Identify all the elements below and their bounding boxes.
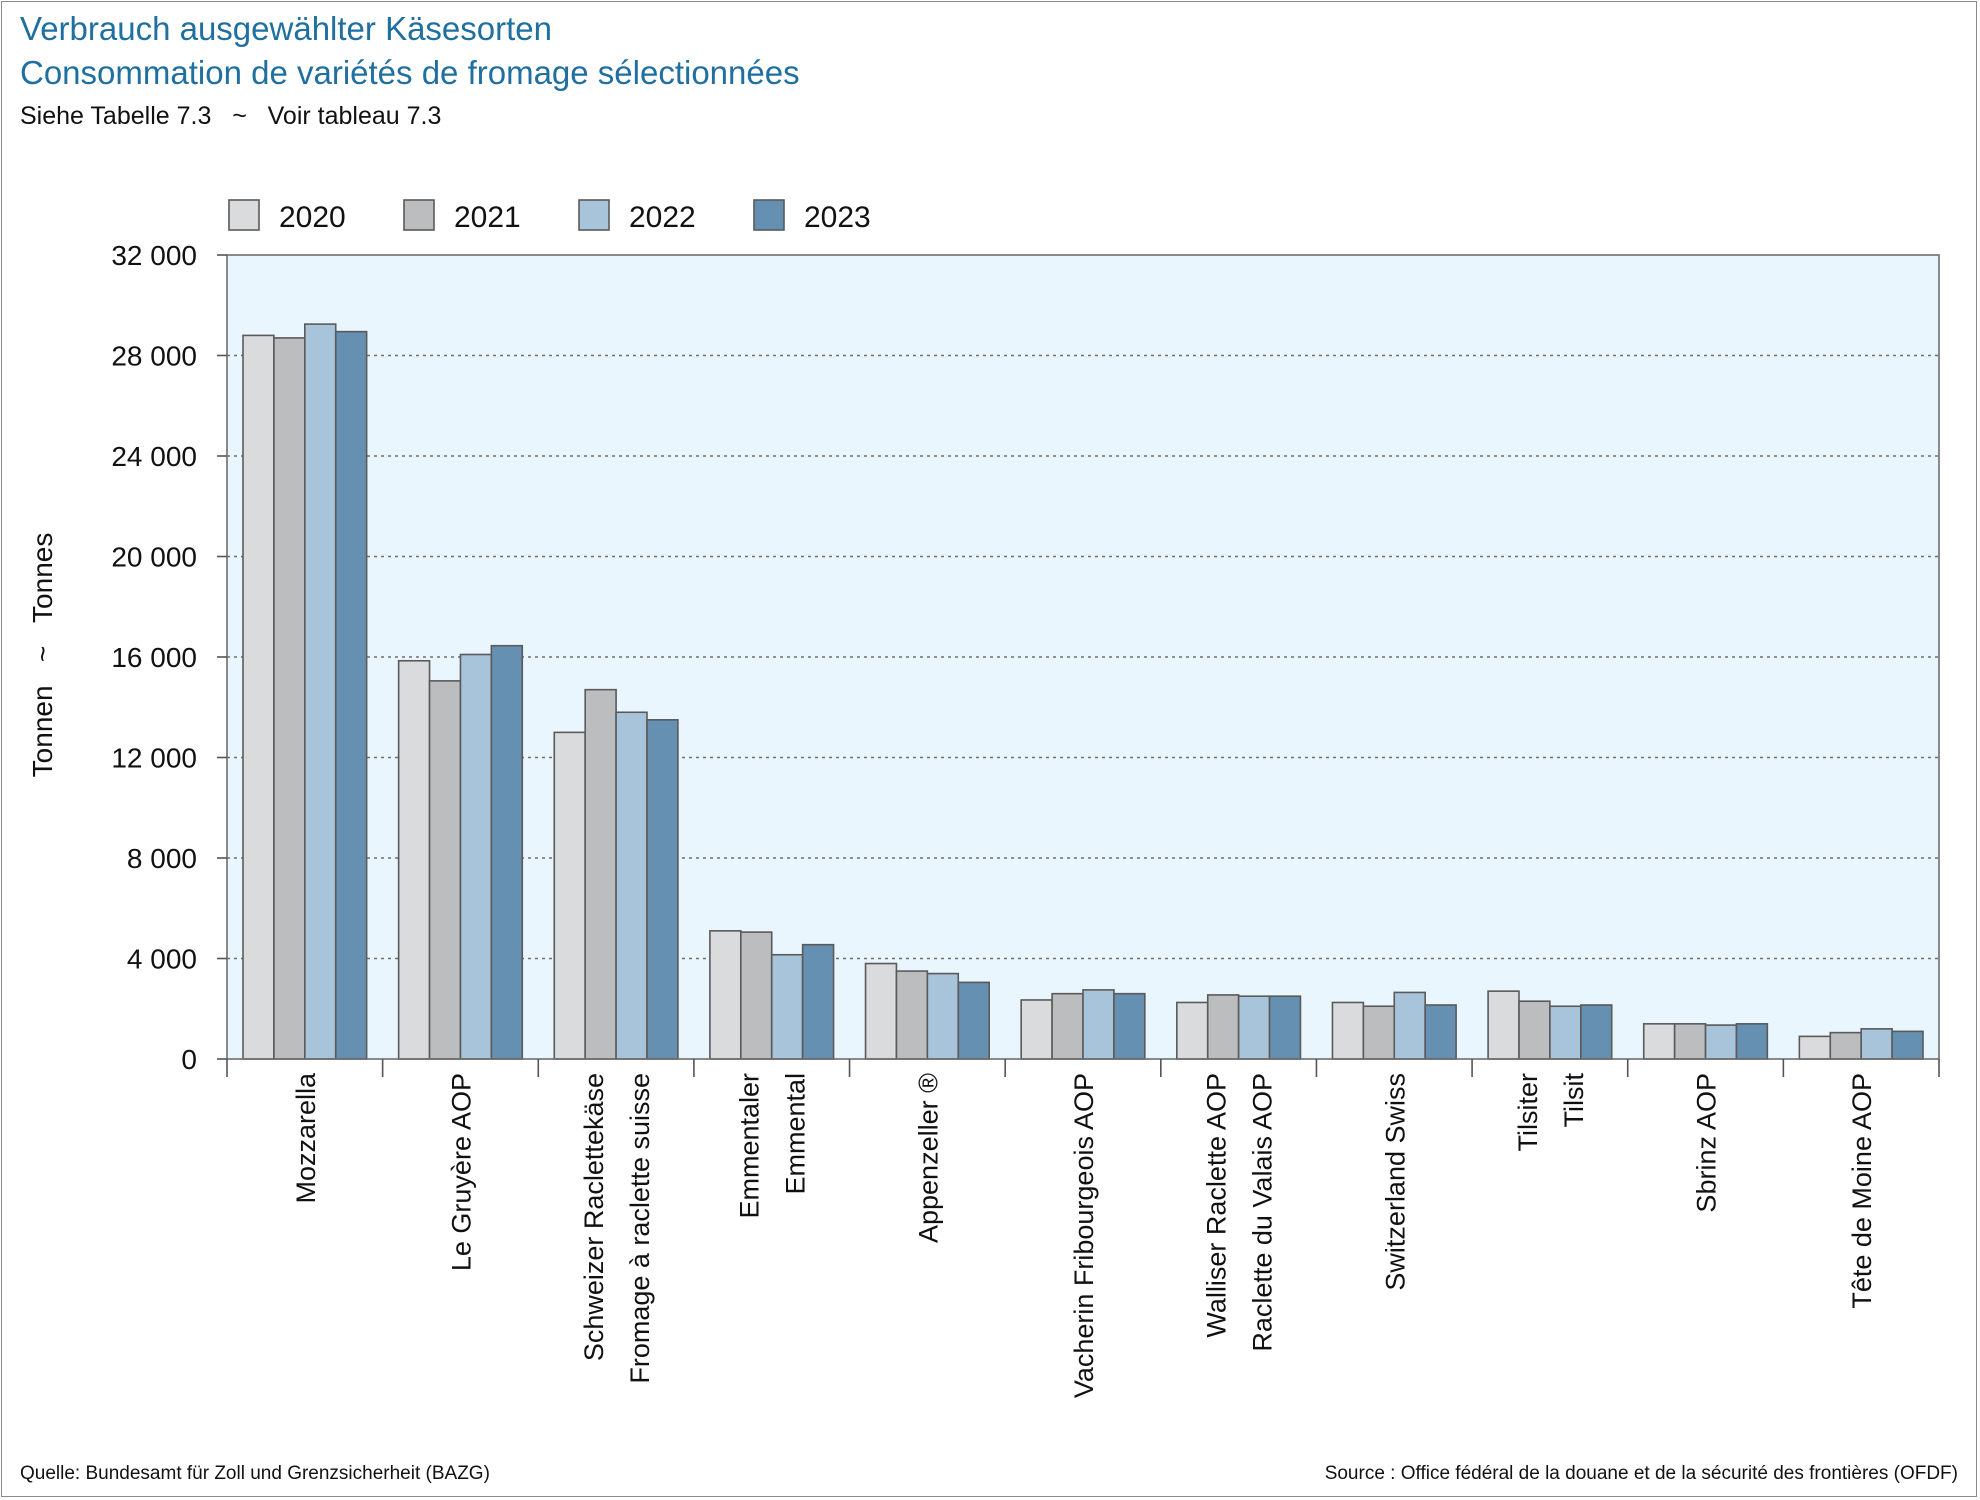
bar-2021 <box>740 931 773 1060</box>
bar-2023 <box>1891 1030 1924 1060</box>
bar-2020 <box>553 731 586 1060</box>
legend-label-2021: 2021 <box>454 201 521 234</box>
bar-2023 <box>490 644 524 1060</box>
bar-2022 <box>1704 1024 1738 1060</box>
y-ticks: 0 4 000 8 000 12 000 16 000 20 000 24 000 28 00… <box>111 240 227 1075</box>
bar-2020 <box>1798 1035 1832 1060</box>
bar-2021 <box>1051 992 1084 1060</box>
legend-label-2020: 2020 <box>279 201 346 234</box>
legend: 2020 2021 2022 2023 <box>228 199 871 234</box>
x-category-label: Le Gruyère AOP <box>446 1073 476 1271</box>
bar-2020 <box>1642 1023 1676 1060</box>
bar-2021 <box>895 970 929 1060</box>
x-category-label: Tilsiter <box>1513 1073 1543 1152</box>
y-tick-label: 32 000 <box>111 240 197 271</box>
bar-2023 <box>1113 992 1146 1060</box>
bar-2022 <box>1393 991 1426 1060</box>
bar-2022 <box>304 323 337 1060</box>
y-axis-label: Tonnen ~ Tonnes <box>27 533 58 778</box>
bar-2022 <box>926 972 960 1060</box>
x-category-label: Raclette du Valais AOP <box>1248 1073 1278 1352</box>
bar-2020 <box>709 930 742 1060</box>
y-tick-label: 24 000 <box>111 441 197 472</box>
x-category-label: Emmental <box>781 1073 811 1195</box>
y-tick-label: 20 000 <box>111 542 197 573</box>
x-category-label: Schweizer Raclettekäse <box>579 1073 609 1361</box>
bar-2023 <box>334 330 368 1060</box>
y-tick-label: 0 <box>181 1044 197 1075</box>
bar-2021 <box>1673 1023 1707 1060</box>
x-category-label: Tilsit <box>1559 1073 1589 1128</box>
bar-2020 <box>1176 1001 1209 1060</box>
bar-2020 <box>397 659 431 1060</box>
bar-2021 <box>1829 1031 1862 1060</box>
bar-2021 <box>273 337 306 1060</box>
chart-subtitle: Siehe Tabelle 7.3 ~ Voir tableau 7.3 <box>20 102 442 130</box>
bar-2022 <box>1082 989 1115 1060</box>
source-fr: Source : Office fédéral de la douane et … <box>1324 1463 1958 1484</box>
x-category-label: Mozzarella <box>291 1072 321 1204</box>
bar-2020 <box>1331 1001 1365 1060</box>
bar-2020 <box>864 962 898 1060</box>
bar-2022 <box>615 711 648 1060</box>
bars <box>242 323 1924 1060</box>
bar-2023 <box>1580 1004 1613 1060</box>
x-category-label: Switzerland Swiss <box>1380 1073 1410 1291</box>
x-ticks: Mozzarella Le Gruyère AOP Schweizer Raclet… <box>226 1059 1940 1398</box>
bar-2022 <box>1237 995 1271 1060</box>
bar-2022 <box>459 653 493 1060</box>
x-category-label: Emmentaler <box>735 1073 765 1219</box>
legend-label-2023: 2023 <box>804 201 871 234</box>
y-tick-label: 4 000 <box>127 944 197 975</box>
bar-2023 <box>1735 1023 1769 1060</box>
bar-2021 <box>1362 1005 1396 1060</box>
x-category-label: Fromage à raclette suisse <box>625 1073 655 1384</box>
x-category-label: Sbrinz AOP <box>1692 1073 1722 1213</box>
bar-2022 <box>770 953 804 1060</box>
legend-swatch-2020 <box>228 199 260 231</box>
x-category-label: Appenzeller ® <box>913 1073 943 1243</box>
bar-2022 <box>1860 1028 1893 1060</box>
bar-2020 <box>1020 999 1053 1060</box>
y-tick-label: 28 000 <box>111 341 197 372</box>
x-category-label: Vacherin Fribourgeois AOP <box>1069 1073 1099 1398</box>
bar-2022 <box>1549 1005 1582 1060</box>
chart-title-fr: Consommation de variétés de fromage séle… <box>20 54 800 91</box>
source-de: Quelle: Bundesamt für Zoll und Grenzsich… <box>20 1463 490 1484</box>
y-tick-label: 12 000 <box>111 743 197 774</box>
legend-swatch-2022 <box>578 199 610 231</box>
legend-swatch-2021 <box>403 199 435 231</box>
bar-2023 <box>1268 995 1302 1060</box>
x-category-label: Tête de Moine AOP <box>1847 1073 1877 1309</box>
bar-2023 <box>646 719 679 1060</box>
legend-swatch-2023 <box>753 199 785 231</box>
legend-label-2022: 2022 <box>629 201 696 234</box>
y-tick-label: 8 000 <box>127 843 197 874</box>
bar-2021 <box>1518 1000 1551 1060</box>
bar-2023 <box>1424 1004 1457 1060</box>
bar-2023 <box>957 981 990 1060</box>
x-category-label: Walliser Raclette AOP <box>1202 1073 1232 1338</box>
bar-2020 <box>242 334 275 1060</box>
gridlines <box>227 354 1939 960</box>
bar-2020 <box>1487 990 1520 1060</box>
bar-2021 <box>584 688 617 1060</box>
bar-2021 <box>428 680 462 1060</box>
bar-2021 <box>1206 994 1240 1060</box>
chart-title-de: Verbrauch ausgewählter Käsesorten <box>20 10 552 47</box>
bar-2023 <box>801 943 835 1060</box>
y-tick-label: 16 000 <box>111 642 197 673</box>
